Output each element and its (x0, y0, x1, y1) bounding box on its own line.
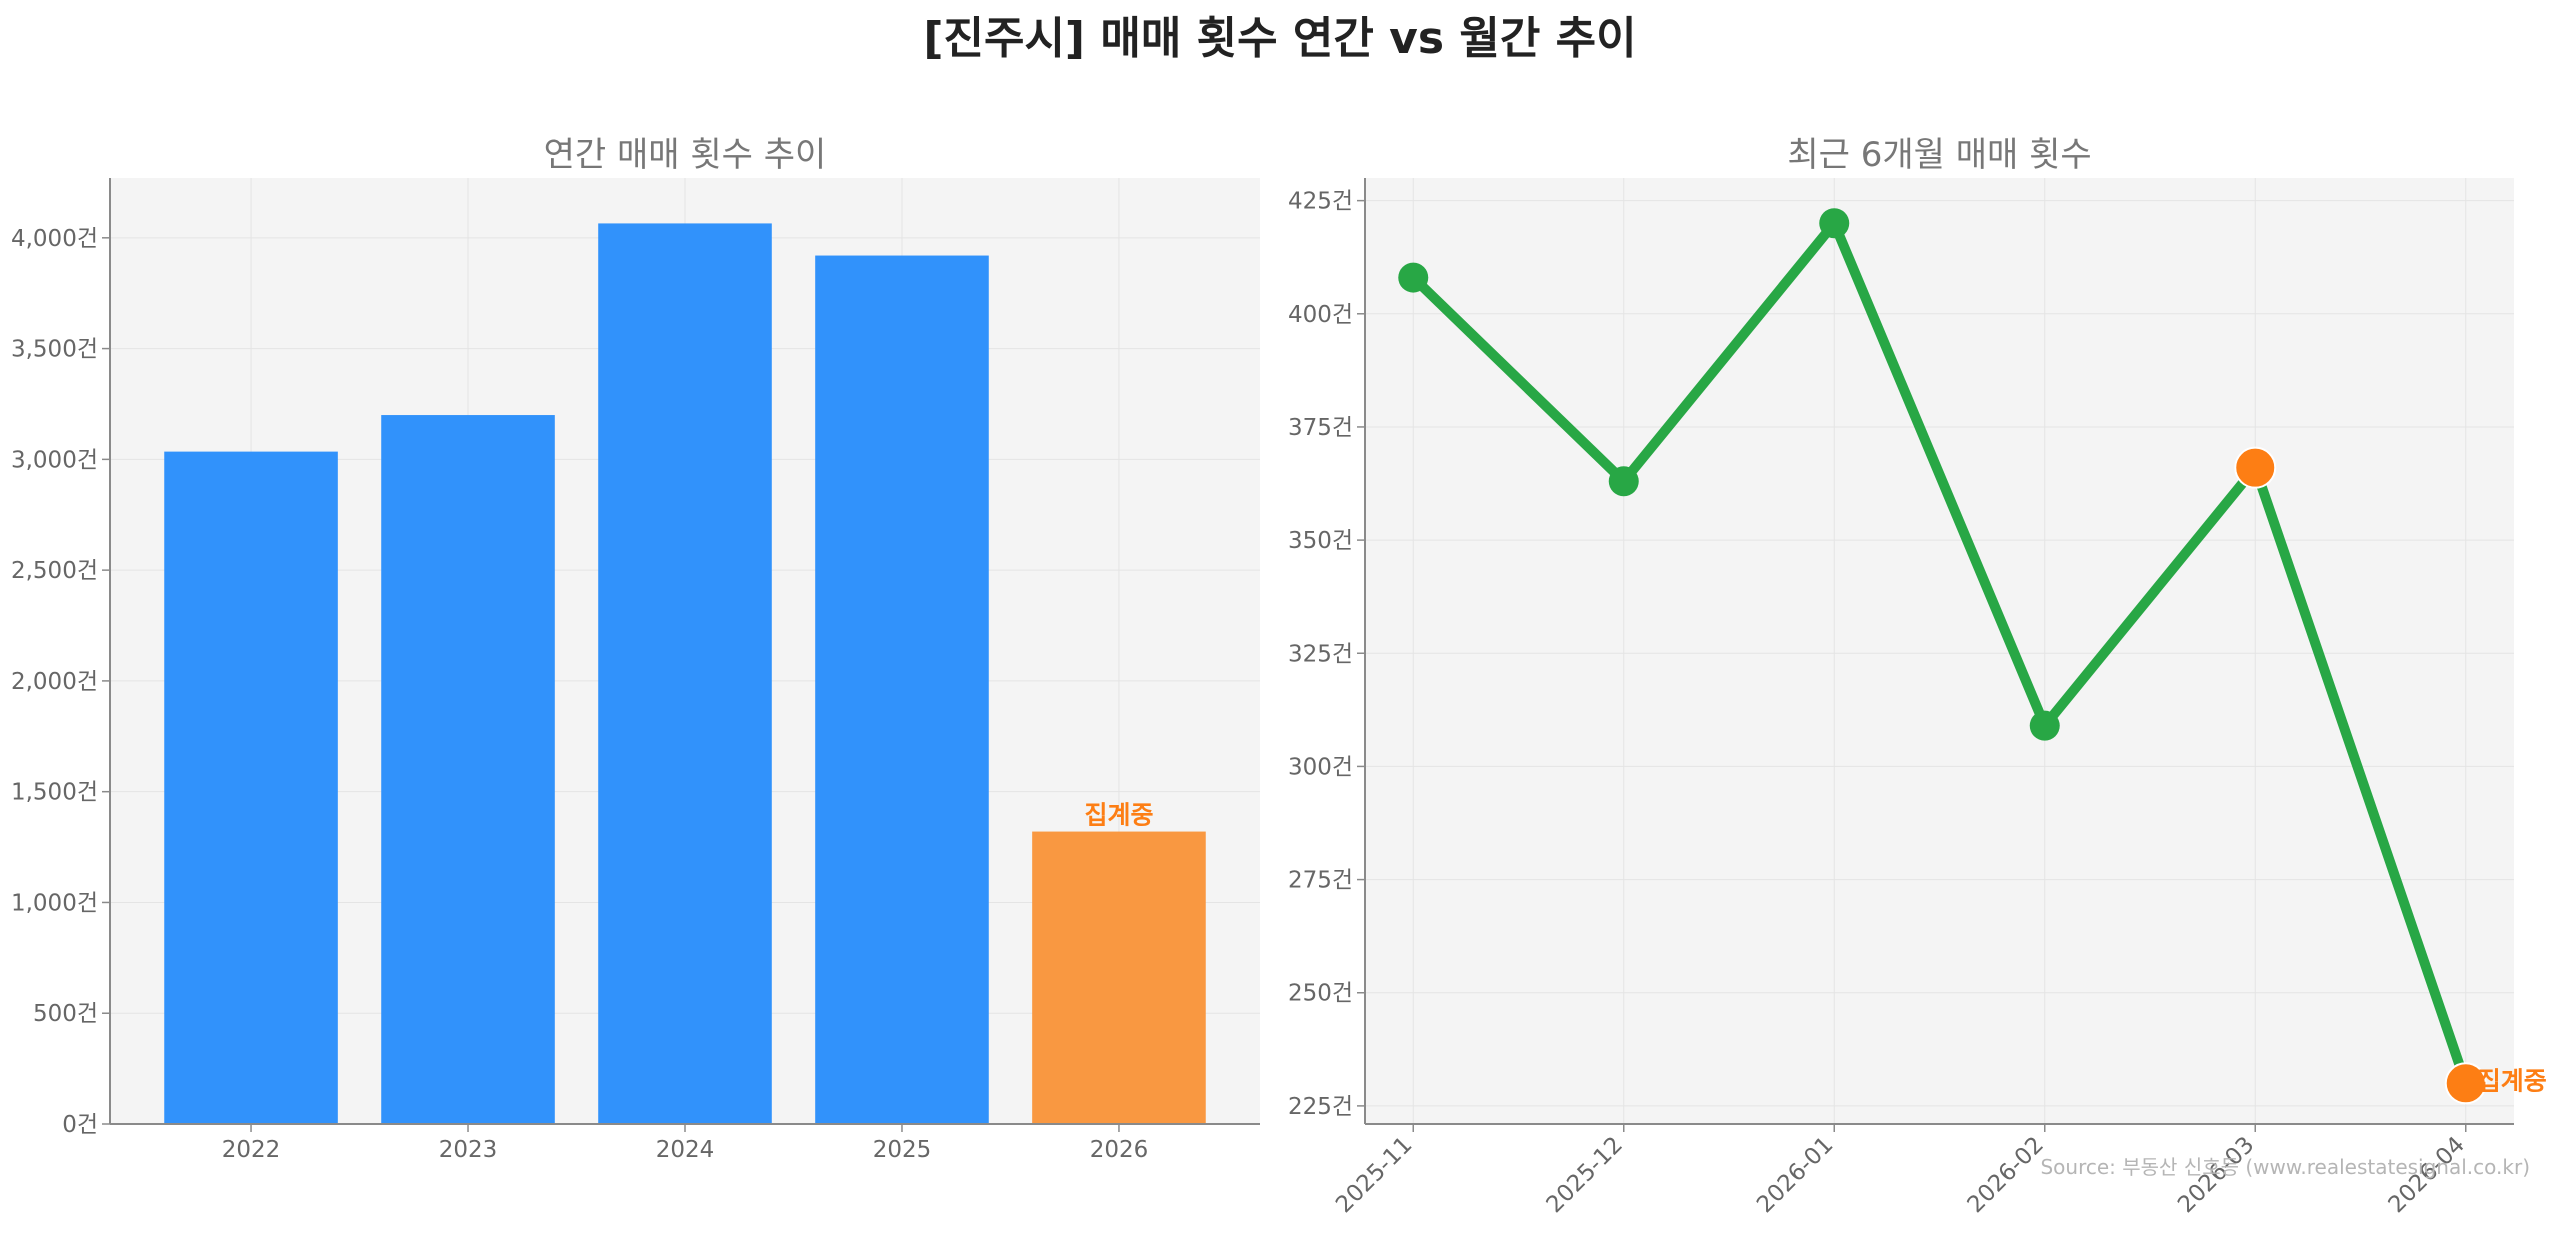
y-tick-label: 3,000건 (11, 447, 98, 473)
bar-2024 (598, 223, 772, 1124)
y-tick-label: 3,500건 (11, 337, 98, 363)
monthly-line-chart: 225건 250건 275건 300건 325건 350건 375건 400건 425건 202… (1288, 135, 2547, 1218)
annual-chart-title: 연간 매매 횟수 추이 (544, 135, 827, 175)
y-tick-label: 225건 (1288, 1094, 1353, 1120)
y-tick-label: 400건 (1288, 302, 1353, 328)
y-tick-label: 4,000건 (11, 226, 98, 252)
annual-annotations: 집계중 (1084, 801, 1153, 830)
x-tick-label: 2024 (656, 1137, 715, 1163)
y-tick-label: 350건 (1288, 528, 1353, 554)
annual-y-tick-labels: 0건 500건 1,000건 1,500건 2,000건 2,500건 3,000건 3,50… (11, 226, 98, 1138)
bar-2026 (1032, 832, 1206, 1124)
y-tick-label: 2,000건 (11, 669, 98, 695)
bar-2023 (381, 415, 555, 1124)
y-tick-label: 375건 (1288, 415, 1353, 441)
bar-2022 (164, 452, 338, 1124)
source-credit: Source: 부동산 신호등 (www.realestatesignal.co… (2040, 1155, 2530, 1179)
y-tick-label: 1,500건 (11, 780, 98, 806)
y-tick-label: 425건 (1288, 189, 1353, 215)
x-tick-label: 2026-02 (1963, 1132, 2049, 1218)
annual-x-tick-labels: 2022 2023 2024 2025 2026 (222, 1137, 1148, 1163)
x-tick-label: 2026-01 (1752, 1132, 1838, 1218)
x-tick-label: 2025-11 (1331, 1132, 1417, 1218)
monthly-plot-area (1365, 178, 2514, 1124)
point-2025-12 (1609, 466, 1639, 496)
x-tick-label: 2022 (222, 1137, 281, 1163)
x-tick-label: 2023 (439, 1137, 498, 1163)
y-tick-label: 300건 (1288, 754, 1353, 780)
x-tick-label: 2025-12 (1542, 1132, 1628, 1218)
point-2026-02 (2030, 711, 2060, 741)
pending-annotation: 집계중 (2478, 1066, 2547, 1095)
y-tick-label: 2,500건 (11, 558, 98, 584)
annual-bar-chart: 0건 500건 1,000건 1,500건 2,000건 2,500건 3,000건 3,50… (11, 135, 1260, 1163)
point-2026-01 (1819, 208, 1849, 238)
monthly-annotations: 집계중 (2478, 1066, 2547, 1095)
monthly-y-tick-labels: 225건 250건 275건 300건 325건 350건 375건 400건 425건 (1288, 189, 1353, 1120)
monthly-chart-title: 최근 6개월 매매 횟수 (1787, 135, 2091, 175)
x-tick-label: 2025 (873, 1137, 932, 1163)
point-2025-11 (1398, 263, 1428, 293)
y-tick-label: 500건 (33, 1001, 98, 1027)
y-tick-label: 1,000건 (11, 890, 98, 916)
y-tick-label: 250건 (1288, 981, 1353, 1007)
point-2026-03 (2235, 448, 2275, 488)
y-tick-label: 0건 (62, 1112, 98, 1138)
y-tick-label: 275건 (1288, 868, 1353, 894)
x-tick-label: 2026 (1090, 1137, 1149, 1163)
pending-annotation: 집계중 (1084, 801, 1153, 830)
bar-2025 (815, 256, 989, 1124)
y-tick-label: 325건 (1288, 641, 1353, 667)
